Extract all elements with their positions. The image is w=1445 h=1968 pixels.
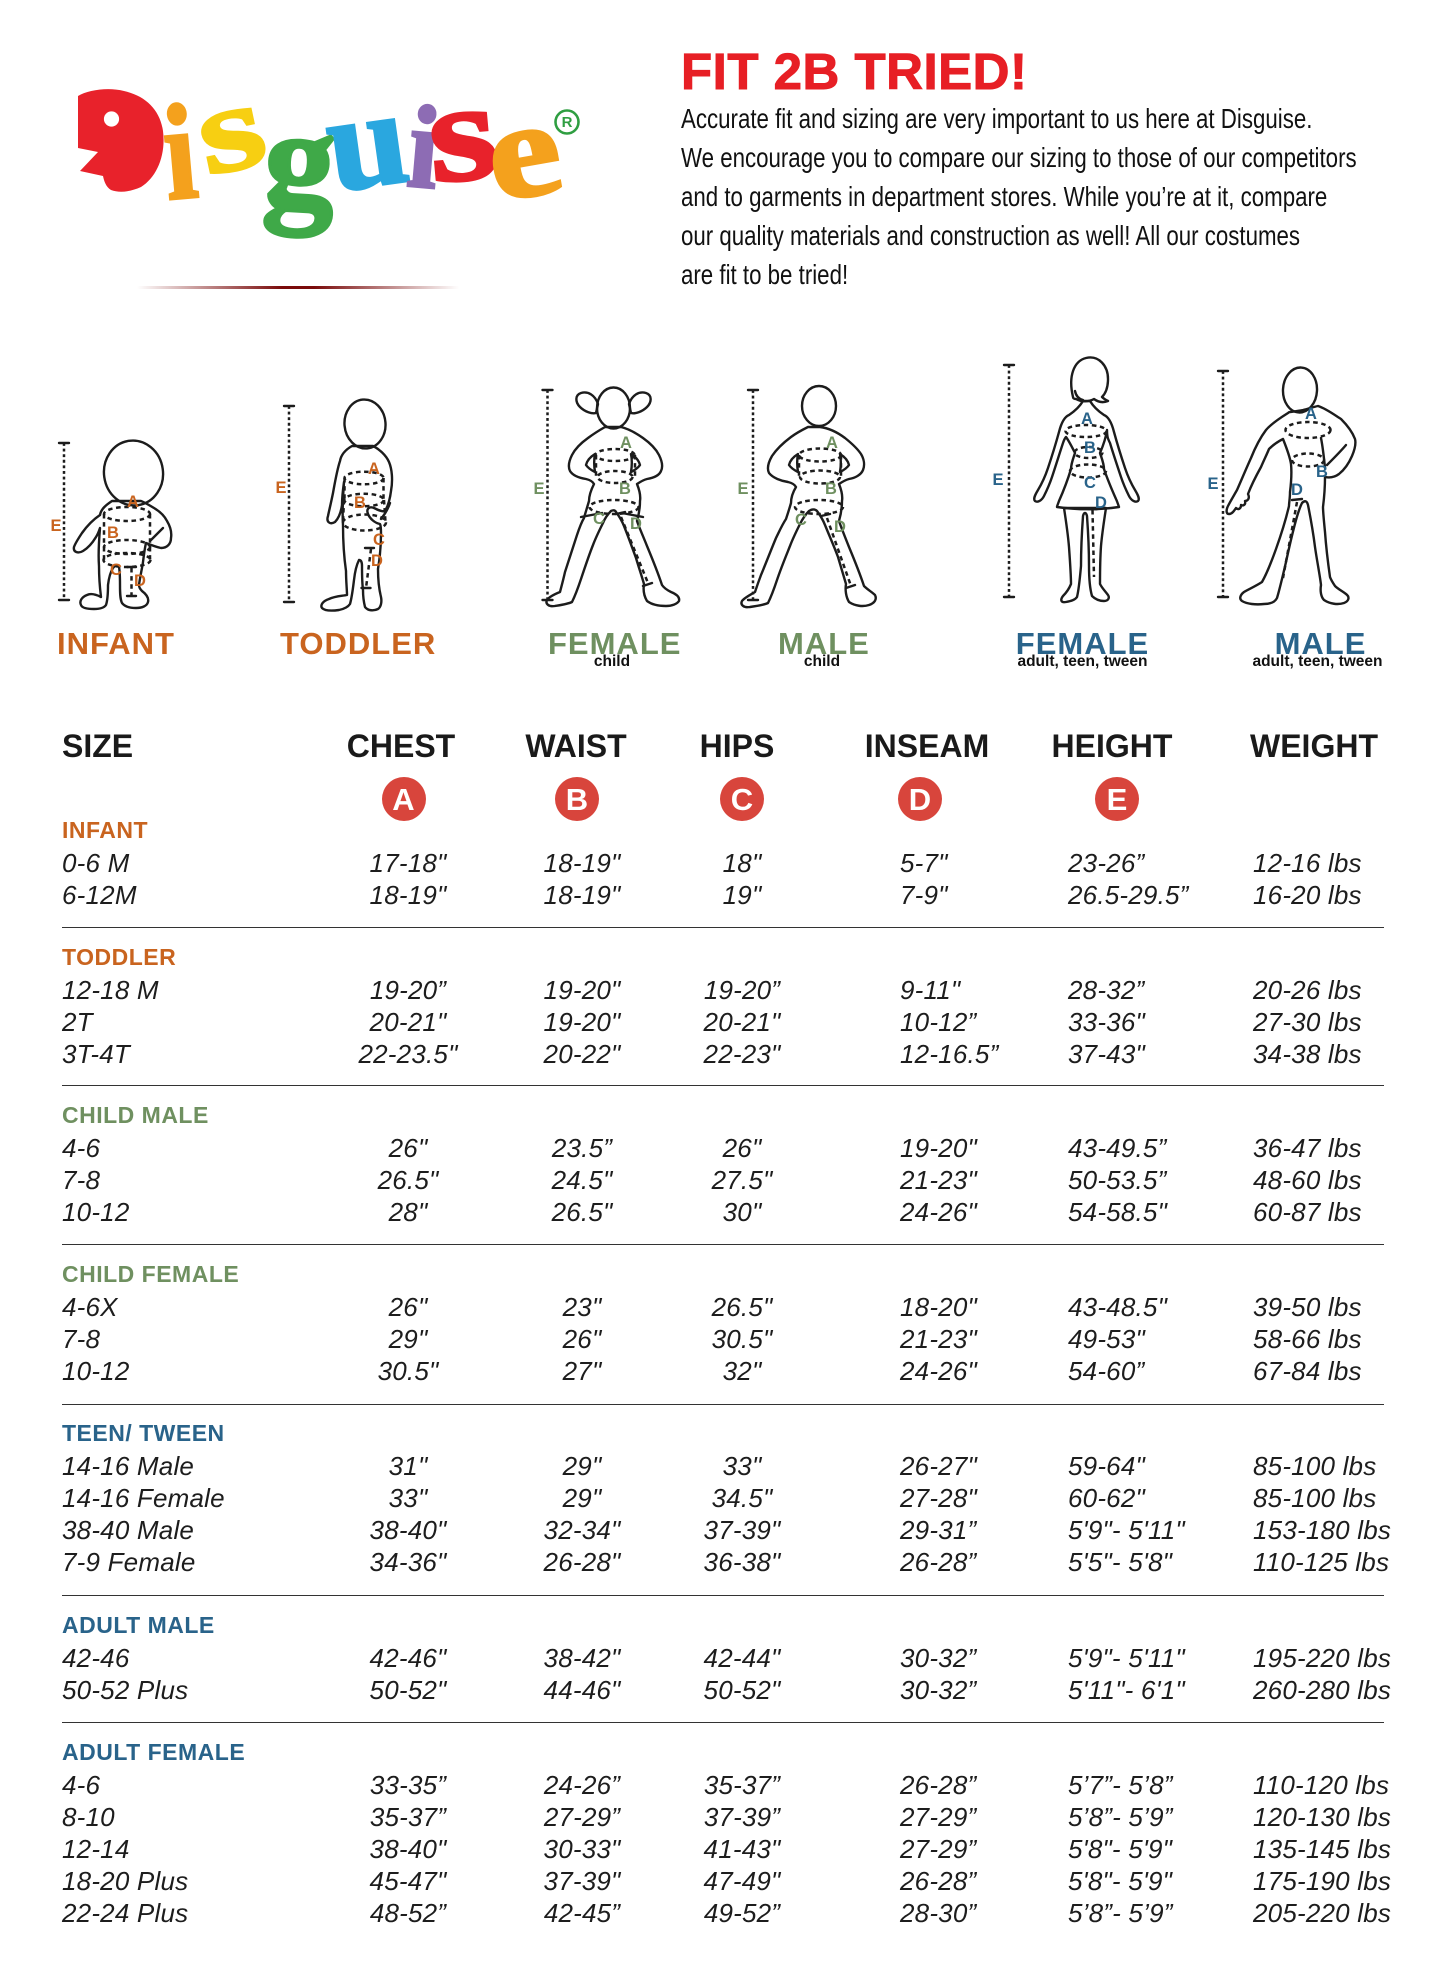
svg-text:C: C bbox=[373, 531, 385, 549]
svg-text:B: B bbox=[619, 480, 631, 498]
svg-text:E: E bbox=[50, 517, 61, 535]
svg-text:C: C bbox=[593, 510, 605, 528]
svg-text:A: A bbox=[368, 460, 380, 478]
svg-text:E: E bbox=[1207, 475, 1218, 493]
svg-text:B: B bbox=[107, 524, 119, 542]
svg-text:E: E bbox=[275, 479, 286, 497]
svg-text:D: D bbox=[1095, 494, 1107, 512]
svg-text:A: A bbox=[620, 434, 632, 452]
svg-text:C: C bbox=[795, 511, 807, 529]
svg-text:C: C bbox=[110, 561, 122, 579]
svg-text:B: B bbox=[1084, 439, 1096, 457]
svg-text:E: E bbox=[992, 471, 1003, 489]
svg-text:C: C bbox=[1084, 474, 1096, 492]
svg-text:D: D bbox=[371, 552, 383, 570]
svg-text:E: E bbox=[737, 480, 748, 498]
svg-text:A: A bbox=[127, 493, 139, 511]
svg-text:R: R bbox=[562, 114, 573, 131]
svg-text:B: B bbox=[825, 480, 837, 498]
svg-text:B: B bbox=[1316, 463, 1328, 481]
svg-text:A: A bbox=[1081, 410, 1093, 428]
svg-text:B: B bbox=[354, 494, 366, 512]
svg-text:D: D bbox=[630, 515, 642, 533]
svg-text:D: D bbox=[1291, 481, 1303, 499]
svg-text:A: A bbox=[826, 434, 838, 452]
svg-text:D: D bbox=[834, 518, 846, 536]
svg-text:A: A bbox=[1305, 405, 1317, 423]
svg-text:E: E bbox=[533, 480, 544, 498]
svg-text:D: D bbox=[134, 572, 146, 590]
